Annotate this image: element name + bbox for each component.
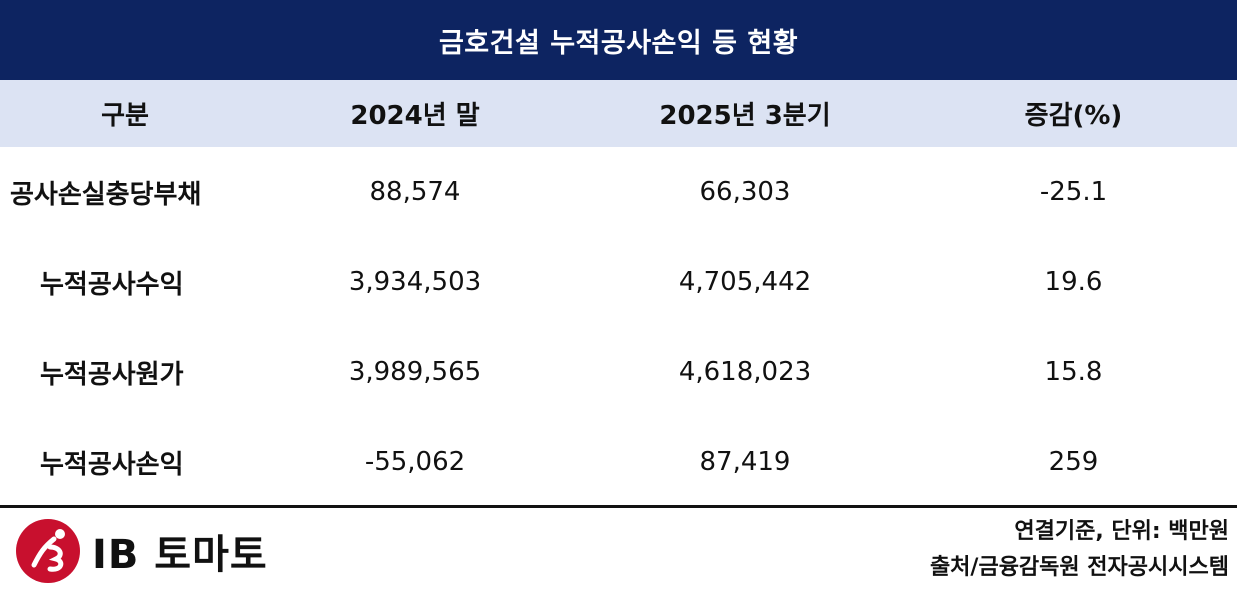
unit-note: 연결기준, 단위: 백만원 bbox=[1014, 519, 1229, 544]
row-label: 누적공사수익 bbox=[40, 269, 184, 300]
row-value-2025q3: 66,303 bbox=[699, 177, 791, 207]
row-value-2025q3: 4,705,442 bbox=[678, 267, 812, 297]
row-change: 15.8 bbox=[1044, 357, 1103, 387]
table-bottom-rule bbox=[0, 505, 1237, 508]
logo-wordmark: IB 토마토 bbox=[92, 532, 268, 578]
row-label: 누적공사원가 bbox=[40, 359, 184, 390]
header-2024-end: 2024년 말 bbox=[350, 101, 480, 131]
row-change: 19.6 bbox=[1044, 267, 1103, 297]
row-value-2024: -55,062 bbox=[364, 447, 466, 477]
row-change: 259 bbox=[1048, 447, 1099, 477]
row-label: 누적공사손익 bbox=[40, 449, 184, 480]
source-note: 출처/금융감독원 전자공시시스템 bbox=[929, 555, 1229, 580]
table-row: 누적공사원가 3,989,565 4,618,023 15.8 bbox=[0, 327, 1237, 417]
row-value-2024: 3,934,503 bbox=[348, 267, 482, 297]
ibtomato-logo: IB 토마토 bbox=[14, 516, 268, 586]
row-value-2024: 3,989,565 bbox=[348, 357, 482, 387]
header-2025-q3: 2025년 3분기 bbox=[659, 101, 831, 131]
table-row: 공사손실충당부채 88,574 66,303 -25.1 bbox=[0, 147, 1237, 237]
row-label: 공사손실충당부채 bbox=[10, 179, 202, 210]
table-title: 금호건설 누적공사손익 등 현황 bbox=[0, 0, 1237, 80]
table-row: 누적공사손익 -55,062 87,419 259 bbox=[0, 417, 1237, 507]
header-change-pct: 증감(%) bbox=[1024, 101, 1123, 131]
table-header-row: 구분 2024년 말 2025년 3분기 증감(%) bbox=[0, 80, 1237, 147]
ibtomato-logo-mark-icon bbox=[16, 519, 80, 583]
row-value-2024: 88,574 bbox=[369, 177, 461, 207]
row-value-2025q3: 4,618,023 bbox=[678, 357, 812, 387]
footnotes: 연결기준, 단위: 백만원 출처/금융감독원 전자공시시스템 bbox=[930, 514, 1229, 586]
table-row: 누적공사수익 3,934,503 4,705,442 19.6 bbox=[0, 237, 1237, 327]
header-category: 구분 bbox=[101, 101, 149, 131]
row-value-2025q3: 87,419 bbox=[699, 447, 791, 477]
row-change: -25.1 bbox=[1039, 177, 1108, 207]
